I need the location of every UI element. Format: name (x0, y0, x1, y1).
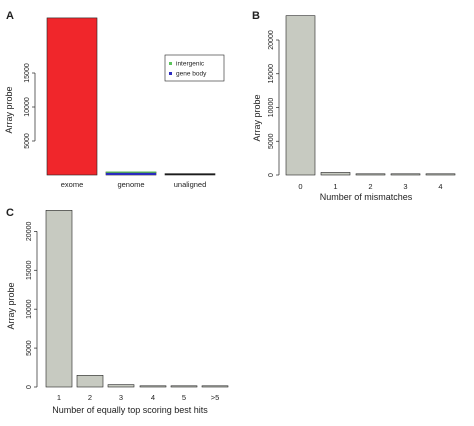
panel-b-categories: 0 1 2 3 4 (298, 182, 442, 191)
panel-c-category-label-1: 1 (57, 393, 61, 402)
panel-c: C Array probe 0 5000 10000 15000 20000 1 2 3 4 5… (6, 207, 229, 415)
panel-c-bar-5 (170, 385, 198, 388)
panel-a-bar-unaligned (164, 173, 216, 176)
panel-b-bar-1 (320, 172, 351, 176)
panel-b-bars (285, 15, 456, 176)
panel-c-bar-4 (139, 385, 167, 388)
panel-a-category-label-genome: genome (117, 180, 144, 189)
panel-b: B Array probe 0 5000 10000 15000 20000 0 1 2 3 4… (252, 10, 456, 202)
panel-b-y-tick-label-0: 0 (268, 173, 275, 177)
panel-b-category-label-4: 4 (438, 182, 442, 191)
panel-c-category-label-4: 4 (151, 393, 155, 402)
legend-swatch-intergenic (169, 62, 172, 65)
panel-b-category-label-3: 3 (403, 182, 407, 191)
panel-b-category-label-2: 2 (368, 182, 372, 191)
panel-b-bar-4 (425, 173, 456, 176)
panel-a-bar-exome (46, 17, 98, 176)
panel-c-xlabel: Number of equally top scoring best hits (52, 405, 208, 415)
panel-a-categories: exome genome unaligned (61, 180, 207, 189)
panel-c-y-tick-label-10000: 10000 (26, 299, 33, 319)
panel-c-category-label-3: 3 (119, 393, 123, 402)
panel-b-category-label-0: 0 (298, 182, 302, 191)
panel-b-bar-3 (390, 173, 421, 176)
panel-c-y-tick-label-0: 0 (26, 385, 33, 389)
panel-c-bar-3 (107, 384, 135, 388)
panel-a-category-label-unaligned: unaligned (174, 180, 207, 189)
panel-b-category-label-1: 1 (333, 182, 337, 191)
panel-c-y-axis: 0 5000 10000 15000 20000 (26, 222, 38, 389)
panel-a-category-label-exome: exome (61, 180, 84, 189)
panel-b-xlabel: Number of mismatches (320, 192, 413, 202)
panel-b-bar-0 (285, 15, 316, 176)
panel-a-bar-genome-intergenic (106, 171, 156, 173)
panel-c-bar-1 (45, 210, 73, 388)
panel-b-letter: B (252, 10, 260, 22)
panel-b-ylabel: Array probe (252, 94, 262, 141)
panel-b-y-tick-label-20000: 20000 (268, 30, 275, 50)
panel-c-category-label-5: 5 (182, 393, 186, 402)
panel-c-category-label-2: 2 (88, 393, 92, 402)
panel-a-legend: intergenic gene body (164, 54, 225, 82)
panel-c-category-label-5: >5 (211, 393, 220, 402)
panel-b-bar-2 (355, 173, 386, 176)
panel-b-y-tick-label-10000: 10000 (268, 98, 275, 118)
legend-label-intergenic: intergenic (176, 61, 205, 68)
panel-a-y-tick-label-5000: 5000 (24, 133, 31, 149)
panel-a-y-axis: 5000 10000 15000 (24, 63, 36, 149)
panel-c-y-tick-label-20000: 20000 (26, 222, 33, 242)
panel-a-ylabel: Array probe (4, 86, 14, 133)
panel-a-bars (46, 17, 216, 176)
panel-a: A Array probe 5000 10000 15000 exome genome… (4, 10, 225, 189)
panel-b-y-tick-label-5000: 5000 (268, 133, 275, 149)
panel-c-letter: C (6, 207, 14, 219)
panel-a-y-tick-label-15000: 15000 (24, 63, 31, 83)
panel-b-y-axis: 0 5000 10000 15000 20000 (268, 30, 280, 177)
panel-c-bar-2 (76, 375, 104, 388)
panel-c-bars (45, 210, 229, 388)
panel-a-letter: A (6, 10, 14, 22)
panel-c-y-tick-label-5000: 5000 (26, 340, 33, 356)
panel-c-categories: 1 2 3 4 5 >5 (57, 393, 219, 402)
panel-c-bar-5 (201, 385, 229, 388)
panel-a-y-tick-label-10000: 10000 (24, 97, 31, 117)
panel-b-y-tick-label-15000: 15000 (268, 64, 275, 84)
legend-box (164, 54, 225, 82)
panel-c-ylabel: Array probe (6, 282, 16, 329)
legend-swatch-gene-body (169, 72, 172, 75)
legend-label-gene-body: gene body (176, 71, 207, 78)
panel-c-y-tick-label-15000: 15000 (26, 260, 33, 280)
panel-a-bar-genome-gene-body (106, 172, 156, 175)
